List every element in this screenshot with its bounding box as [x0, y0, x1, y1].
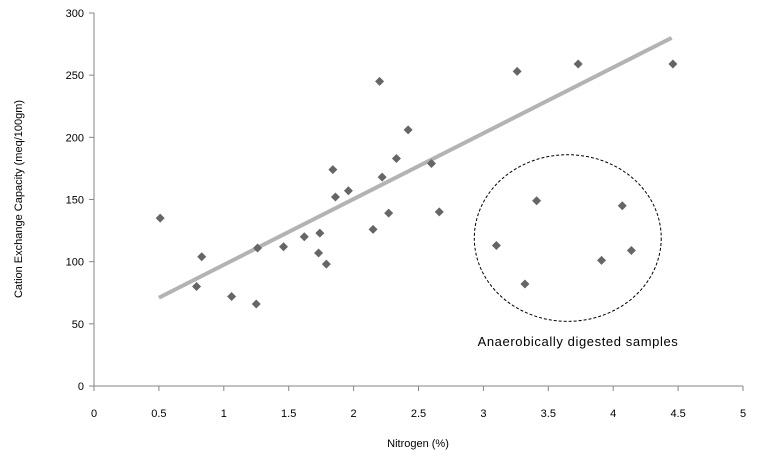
x-tick-label: 4: [610, 408, 616, 420]
data-point: [573, 59, 583, 69]
data-point: [384, 208, 394, 218]
data-point: [597, 255, 607, 265]
annotation-ellipse: [473, 154, 662, 322]
y-axis: 0 50 100 150 200 250 300: [66, 8, 95, 393]
data-point: [512, 66, 522, 76]
data-point: [279, 242, 289, 252]
data-point: [192, 282, 202, 292]
x-tick-label: 0: [91, 408, 97, 420]
data-point: [532, 196, 542, 206]
data-point: [251, 299, 261, 309]
data-point: [197, 252, 207, 262]
data-point: [626, 245, 636, 255]
data-point: [520, 279, 530, 289]
x-tick-label: 0.5: [151, 408, 166, 420]
data-point: [253, 243, 263, 253]
data-point: [391, 153, 401, 163]
data-point: [299, 232, 309, 242]
trendline: [157, 36, 673, 300]
y-axis-title: Cation Exchange Capacity (meq/100gm): [13, 100, 25, 298]
data-point: [434, 207, 444, 217]
trendline-layer: [157, 36, 673, 300]
x-tick-label: 1.5: [281, 408, 296, 420]
y-tick-label: 300: [66, 8, 84, 20]
data-point: [155, 213, 165, 223]
x-tick-label: 3.5: [541, 408, 556, 420]
y-tick-label: 150: [66, 195, 84, 207]
data-point: [617, 201, 627, 211]
y-axis-ticks: 0 50 100 150 200 250 300: [66, 8, 94, 393]
x-axis: 0 0.5 1 1.5 2 2.5 3 3.5 4 4.5 5: [91, 385, 746, 420]
data-point: [227, 291, 237, 301]
data-point: [330, 192, 340, 202]
data-point: [426, 158, 436, 168]
annotation-label: Anaerobically digested samples: [478, 334, 679, 349]
y-tick-label: 50: [72, 319, 84, 331]
data-point: [321, 259, 331, 269]
x-tick-label: 1: [221, 408, 227, 420]
x-tick-label: 2.5: [411, 408, 426, 420]
data-point: [314, 248, 324, 258]
data-point: [377, 172, 387, 182]
data-points: [155, 59, 678, 309]
data-point: [403, 125, 413, 135]
data-point: [315, 228, 325, 238]
x-tick-label: 2: [351, 408, 357, 420]
data-point: [668, 59, 678, 69]
x-axis-ticks: 0 0.5 1 1.5 2 2.5 3 3.5 4 4.5 5: [91, 386, 746, 420]
y-tick-label: 0: [78, 381, 84, 393]
data-point: [343, 186, 353, 196]
x-tick-label: 3: [480, 408, 486, 420]
x-tick-label: 4.5: [670, 408, 685, 420]
data-point: [375, 76, 385, 86]
y-tick-label: 250: [66, 70, 84, 82]
x-axis-title: Nitrogen (%): [387, 438, 449, 450]
x-tick-label: 5: [740, 408, 746, 420]
data-point: [368, 224, 378, 234]
data-point: [491, 241, 501, 251]
annotation-layer: Anaerobically digested samples: [473, 154, 679, 349]
y-tick-label: 100: [66, 257, 84, 269]
y-tick-label: 200: [66, 132, 84, 144]
data-point: [328, 165, 338, 175]
